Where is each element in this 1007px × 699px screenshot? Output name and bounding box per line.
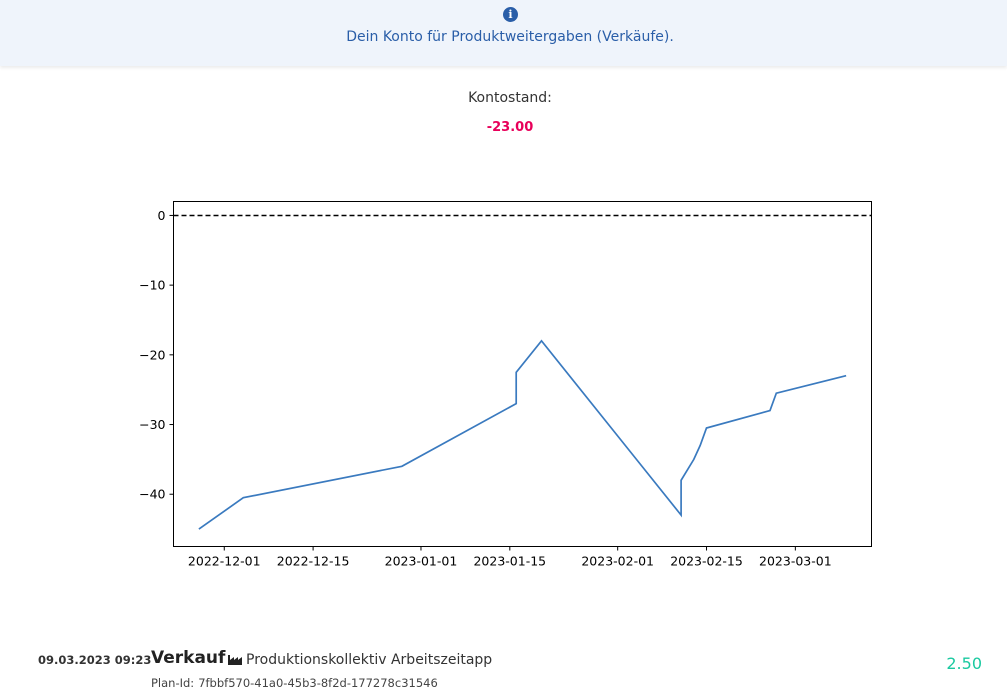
y-tick-label: −10 <box>139 278 165 293</box>
entry-type: Verkauf <box>151 648 226 668</box>
plot-area-frame <box>173 201 872 547</box>
y-tick-label: 0 <box>158 208 166 223</box>
entry-plan-id: 7fbbf570-41a0-45b3-8f2d-177278c31546 <box>198 676 438 690</box>
x-tick-label: 2022-12-01 <box>188 554 261 569</box>
x-tick-label: 2023-01-15 <box>473 554 546 569</box>
balance-label: Kontostand: <box>468 90 552 106</box>
entry-amount: 2.50 <box>946 654 982 673</box>
entry-company[interactable]: Produktionskollektiv Arbeitszeitapp <box>246 652 493 668</box>
entry-date: 09.03.2023 09:23 <box>38 653 152 667</box>
entry-plan: Plan-Id: 7fbbf570-41a0-45b3-8f2d-177278c3… <box>151 676 438 690</box>
x-tick-label: 2023-03-01 <box>759 554 832 569</box>
notice-text: Dein Konto für Produktweitergaben (Verkä… <box>346 29 674 45</box>
info-circle-icon: i <box>503 7 518 22</box>
x-tick-label: 2023-02-01 <box>581 554 654 569</box>
y-tick-label: −20 <box>139 347 165 362</box>
x-tick-label: 2023-02-15 <box>670 554 743 569</box>
x-tick-label: 2023-01-01 <box>385 554 458 569</box>
balance-chart: 0 −10 −20 −30 −40 2022-12-01 2022-12-15 2023-0… <box>139 201 872 569</box>
y-tick-label: −30 <box>139 417 165 432</box>
series-line <box>198 339 847 530</box>
x-tick-label: 2022-12-15 <box>277 554 350 569</box>
info-notice: i Dein Konto für Produktweitergaben (Ver… <box>0 0 1007 66</box>
entry-plan-label: Plan-Id: <box>151 676 195 690</box>
factory-icon <box>228 655 242 665</box>
balance-value: -23.00 <box>486 120 534 135</box>
y-tick-label: −40 <box>139 487 165 502</box>
